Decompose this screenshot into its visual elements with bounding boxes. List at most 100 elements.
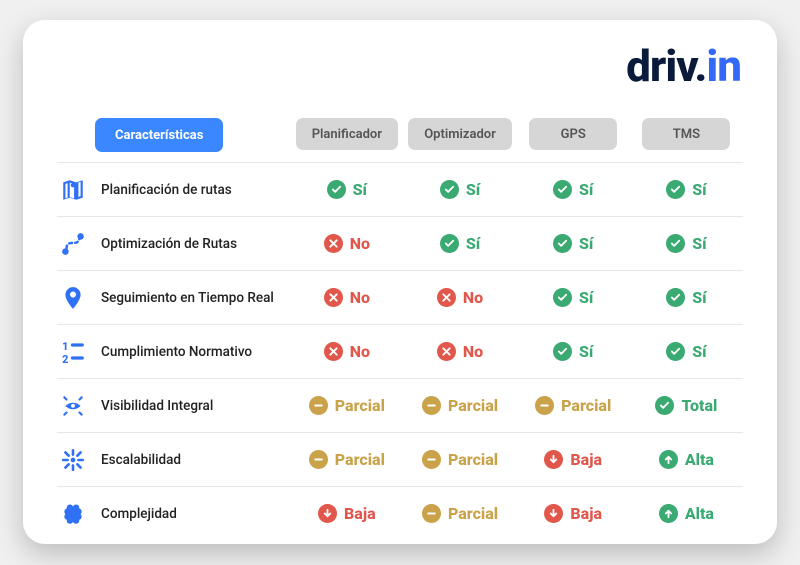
value-cell: Sí [403, 163, 516, 217]
value-cell: No [290, 271, 403, 325]
check-icon [327, 180, 346, 199]
feature-cell: Optimización de Rutas [57, 217, 290, 271]
value-cell: Sí [630, 325, 743, 379]
table-row: Planificación de rutas Sí Sí Sí Sí [57, 163, 743, 217]
value-label: Total [681, 396, 717, 415]
value-cell: Parcial [403, 379, 516, 433]
header-col-1-label: Optimizador [408, 118, 512, 150]
value-cell: Sí [290, 163, 403, 217]
value-cell: Alta [630, 433, 743, 487]
check-icon [666, 342, 685, 361]
brain-icon [59, 500, 87, 528]
check-icon [666, 234, 685, 253]
table-row: Visibilidad Integral Parcial Parcial Parcia… [57, 379, 743, 433]
feature-label: Seguimiento en Tiempo Real [101, 290, 274, 306]
check-icon [655, 396, 674, 415]
value-cell: Sí [630, 271, 743, 325]
brand-dot: . [694, 40, 706, 92]
value-label: Sí [466, 180, 480, 199]
table-header-row: Características Planificador Optimizador… [57, 118, 743, 163]
cross-icon [324, 288, 343, 307]
features-pill: Características [95, 118, 223, 152]
up-icon [659, 504, 678, 523]
value-label: Sí [692, 342, 706, 361]
pin-icon [59, 284, 87, 312]
value-cell: Parcial [290, 433, 403, 487]
value-label: Sí [692, 180, 706, 199]
value-label: No [463, 288, 483, 307]
arrowsin-icon [59, 446, 87, 474]
cross-icon [324, 342, 343, 361]
value-cell: Parcial [403, 433, 516, 487]
value-label: No [350, 342, 370, 361]
value-cell: Parcial [290, 379, 403, 433]
value-cell: Sí [403, 217, 516, 271]
value-cell: Sí [517, 325, 630, 379]
feature-cell: Planificación de rutas [57, 163, 290, 217]
list12-icon [59, 338, 87, 366]
value-label: No [350, 234, 370, 253]
feature-label: Planificación de rutas [101, 182, 232, 198]
table-row: Optimización de Rutas No Sí Sí Sí [57, 217, 743, 271]
cross-icon [437, 342, 456, 361]
route-icon [59, 230, 87, 258]
minus-icon [309, 450, 328, 469]
value-label: Sí [579, 234, 593, 253]
cross-icon [437, 288, 456, 307]
up-icon [659, 450, 678, 469]
value-label: Parcial [335, 396, 385, 415]
brand-logo: driv.in [626, 44, 741, 88]
feature-label: Escalabilidad [101, 452, 181, 468]
value-cell: Baja [517, 433, 630, 487]
value-label: Alta [685, 504, 714, 523]
comparison-table-wrap: Características Planificador Optimizador… [57, 118, 743, 514]
feature-cell: Complejidad [57, 487, 290, 541]
table-row: Cumplimiento NormativoNoNoSíSí [57, 325, 743, 379]
minus-icon [422, 450, 441, 469]
value-label: Parcial [448, 396, 498, 415]
minus-icon [422, 396, 441, 415]
cross-icon [324, 234, 343, 253]
value-cell: Total [630, 379, 743, 433]
table-row: ComplejidadBajaParcialBajaAlta [57, 487, 743, 541]
value-cell: No [290, 217, 403, 271]
value-label: Parcial [561, 396, 611, 415]
value-cell: Sí [517, 217, 630, 271]
check-icon [553, 342, 572, 361]
table-row: Seguimiento en Tiempo RealNoNoSíSí [57, 271, 743, 325]
value-label: Sí [579, 180, 593, 199]
value-cell: Parcial [403, 487, 516, 541]
value-label: No [350, 288, 370, 307]
check-icon [553, 288, 572, 307]
feature-cell: Visibilidad Integral [57, 379, 290, 433]
value-label: No [463, 342, 483, 361]
header-col-2: GPS [517, 118, 630, 163]
brand-right: in [706, 40, 741, 92]
minus-icon [535, 396, 554, 415]
header-col-0-label: Planificador [296, 118, 398, 150]
value-label: Parcial [335, 450, 385, 469]
map-icon [59, 176, 87, 204]
value-label: Parcial [448, 450, 498, 469]
feature-label: Visibilidad Integral [101, 398, 213, 414]
value-label: Parcial [448, 504, 498, 523]
check-icon [666, 288, 685, 307]
value-cell: Baja [290, 487, 403, 541]
value-label: Sí [692, 234, 706, 253]
value-label: Sí [353, 180, 367, 199]
value-cell: No [403, 271, 516, 325]
value-cell: No [290, 325, 403, 379]
feature-cell: Seguimiento en Tiempo Real [57, 271, 290, 325]
table-row: Escalabilidad Parcial Parcial Baja Alta [57, 433, 743, 487]
check-icon [553, 234, 572, 253]
value-label: Alta [685, 450, 714, 469]
value-label: Sí [579, 342, 593, 361]
header-col-3: TMS [630, 118, 743, 163]
check-icon [666, 180, 685, 199]
down-icon [544, 504, 563, 523]
header-col-2-label: GPS [529, 118, 617, 150]
feature-cell: Escalabilidad [57, 433, 290, 487]
header-col-1: Optimizador [403, 118, 516, 163]
table-body: Planificación de rutasSíSíSíSíOptimizaci… [57, 163, 743, 541]
comparison-table: Características Planificador Optimizador… [57, 118, 743, 541]
